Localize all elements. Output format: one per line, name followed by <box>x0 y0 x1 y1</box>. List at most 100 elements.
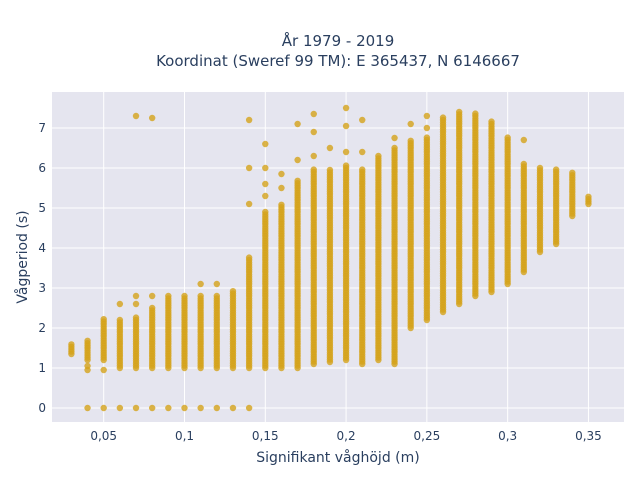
data-point <box>245 404 253 412</box>
data-column <box>472 110 479 300</box>
data-point <box>245 200 253 208</box>
y-tick-label: 6 <box>38 161 46 175</box>
data-column <box>197 280 204 412</box>
data-point <box>84 404 91 412</box>
data-point <box>229 288 237 295</box>
y-tick-label: 5 <box>38 201 46 215</box>
data-column <box>391 134 398 368</box>
data-point <box>245 254 253 261</box>
data-point <box>294 177 301 184</box>
chart-title: År 1979 - 2019 <box>282 31 395 50</box>
data-point <box>100 404 107 412</box>
data-column <box>342 104 350 364</box>
data-point <box>407 120 414 128</box>
data-point <box>536 164 544 172</box>
data-point <box>132 404 140 412</box>
data-column <box>359 116 366 368</box>
x-axis-title: Signifikant våghöjd (m) <box>256 449 419 466</box>
data-point <box>148 292 156 300</box>
data-point <box>262 180 269 188</box>
y-tick-label: 4 <box>38 241 46 255</box>
data-point <box>181 292 188 300</box>
data-point <box>262 164 269 172</box>
data-point <box>262 140 269 148</box>
data-point <box>423 124 431 132</box>
data-point <box>455 108 463 116</box>
data-point <box>213 280 221 288</box>
data-point <box>342 162 350 169</box>
plot-background <box>52 92 624 422</box>
y-tick-label: 1 <box>38 361 46 375</box>
data-column <box>132 112 140 412</box>
data-point <box>391 144 398 152</box>
data-point <box>585 193 592 200</box>
data-column <box>585 193 592 208</box>
data-point <box>472 110 479 117</box>
data-column <box>100 316 107 412</box>
data-column <box>552 166 560 248</box>
data-point <box>148 114 156 122</box>
data-point <box>116 316 124 324</box>
data-column <box>84 337 91 412</box>
data-column <box>439 114 447 316</box>
data-column <box>278 170 285 372</box>
data-point <box>165 292 172 300</box>
data-column <box>262 140 269 372</box>
data-point <box>310 152 317 160</box>
data-point <box>84 337 91 344</box>
data-point <box>197 292 204 300</box>
data-point <box>520 136 528 144</box>
y-tick-label: 0 <box>38 401 46 415</box>
data-point <box>262 208 269 216</box>
data-column <box>310 110 317 368</box>
data-column <box>455 108 463 308</box>
data-column <box>68 341 75 358</box>
data-column <box>165 292 172 412</box>
x-tick-label: 0,1 <box>175 429 194 443</box>
data-point <box>68 341 75 348</box>
data-point <box>520 160 528 168</box>
data-point <box>359 148 366 156</box>
y-tick-label: 3 <box>38 281 46 295</box>
data-point <box>504 134 511 141</box>
data-point <box>342 104 350 112</box>
data-column <box>423 112 431 324</box>
data-column <box>407 120 414 332</box>
data-point <box>278 201 285 208</box>
data-column <box>375 152 382 364</box>
data-point <box>197 280 204 288</box>
data-point <box>132 292 140 300</box>
data-point <box>439 114 447 121</box>
data-point <box>100 366 107 374</box>
data-point <box>359 116 366 124</box>
data-point <box>229 404 237 412</box>
data-point <box>569 169 576 176</box>
data-column <box>294 120 301 372</box>
data-point <box>552 166 560 173</box>
data-point <box>326 166 334 174</box>
data-point <box>245 164 253 172</box>
data-point <box>375 152 382 160</box>
x-tick-label: 0,25 <box>414 429 441 443</box>
data-point <box>278 184 285 192</box>
data-point <box>132 314 140 321</box>
data-point <box>326 144 334 152</box>
data-column <box>326 144 334 366</box>
data-column <box>229 288 237 412</box>
data-point <box>148 304 156 312</box>
data-column <box>536 164 544 256</box>
data-point <box>100 316 107 323</box>
data-column <box>213 280 221 412</box>
data-point <box>116 300 124 308</box>
data-point <box>278 170 285 178</box>
data-point <box>488 118 495 125</box>
x-tick-label: 0,05 <box>90 429 117 443</box>
data-point <box>310 166 317 173</box>
data-point <box>407 137 414 144</box>
data-point <box>181 404 188 412</box>
data-point <box>423 112 431 120</box>
y-axis-title: Vågperiod (s) <box>14 210 31 303</box>
x-tick-label: 0,35 <box>575 429 602 443</box>
y-tick-label: 7 <box>38 121 46 135</box>
data-column <box>504 134 511 288</box>
